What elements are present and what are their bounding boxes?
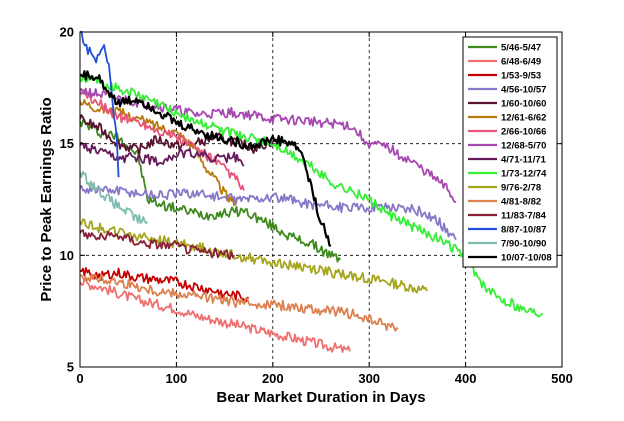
x-axis-label: Bear Market Duration in Days (216, 389, 425, 406)
legend-entry-2: 6/48-6/49 (501, 57, 541, 68)
x-tick-label: 500 (551, 371, 573, 386)
series-line-9 (79, 141, 245, 167)
series-line-15 (79, 170, 149, 225)
series-line-7 (79, 89, 245, 191)
y-tick-label: 10 (60, 248, 74, 263)
legend-entry-16: 10/07-10/08 (501, 253, 552, 264)
legend-entry-7: 2/66-10/66 (501, 127, 546, 138)
legend-entry-8: 12/68-5/70 (501, 141, 546, 152)
series-line-12 (80, 273, 399, 332)
series-line-3 (79, 267, 249, 303)
legend-entry-3: 1/53-9/53 (501, 71, 541, 82)
legend-entry-5: 1/60-10/60 (501, 99, 546, 110)
series-line-4 (79, 185, 457, 241)
legend-entry-15: 7/90-10/90 (501, 239, 546, 250)
legend-entry-10: 1/73-12/74 (501, 169, 547, 180)
series-line-16 (79, 70, 332, 248)
legend-entry-12: 4/81-8/82 (501, 197, 541, 208)
x-tick-label: 100 (166, 371, 188, 386)
axis-ticks: 0 100 200 300 400 500 5 10 15 20 (60, 25, 573, 387)
x-tick-label: 200 (262, 371, 284, 386)
y-tick-label: 5 (67, 360, 74, 375)
x-tick-label: 0 (76, 371, 83, 386)
x-tick-label: 400 (455, 371, 477, 386)
legend-entry-13: 11/83-7/84 (501, 211, 547, 222)
legend: 5/46-5/47 6/48-6/49 1/53-9/53 4/56-10/57 1/6… (462, 36, 558, 268)
y-tick-label: 15 (60, 136, 74, 151)
legend-entry-1: 5/46-5/47 (501, 43, 541, 54)
legend-entry-4: 4/56-10/57 (501, 85, 546, 96)
y-axis-label: Price to Peak Earnings Ratio (38, 97, 55, 301)
legend-entry-9: 4/71-11/71 (501, 155, 547, 166)
legend-entry-11: 9/76-2/78 (501, 183, 541, 194)
x-tick-label: 300 (358, 371, 380, 386)
legend-entry-6: 12/61-6/62 (501, 113, 546, 124)
plot-frame (79, 31, 563, 368)
series-line-11 (79, 218, 428, 294)
y-tick-label: 20 (60, 25, 74, 40)
series-line-13 (79, 229, 235, 260)
legend-entry-14: 8/87-10/87 (501, 225, 546, 236)
series-line-2 (79, 278, 351, 353)
